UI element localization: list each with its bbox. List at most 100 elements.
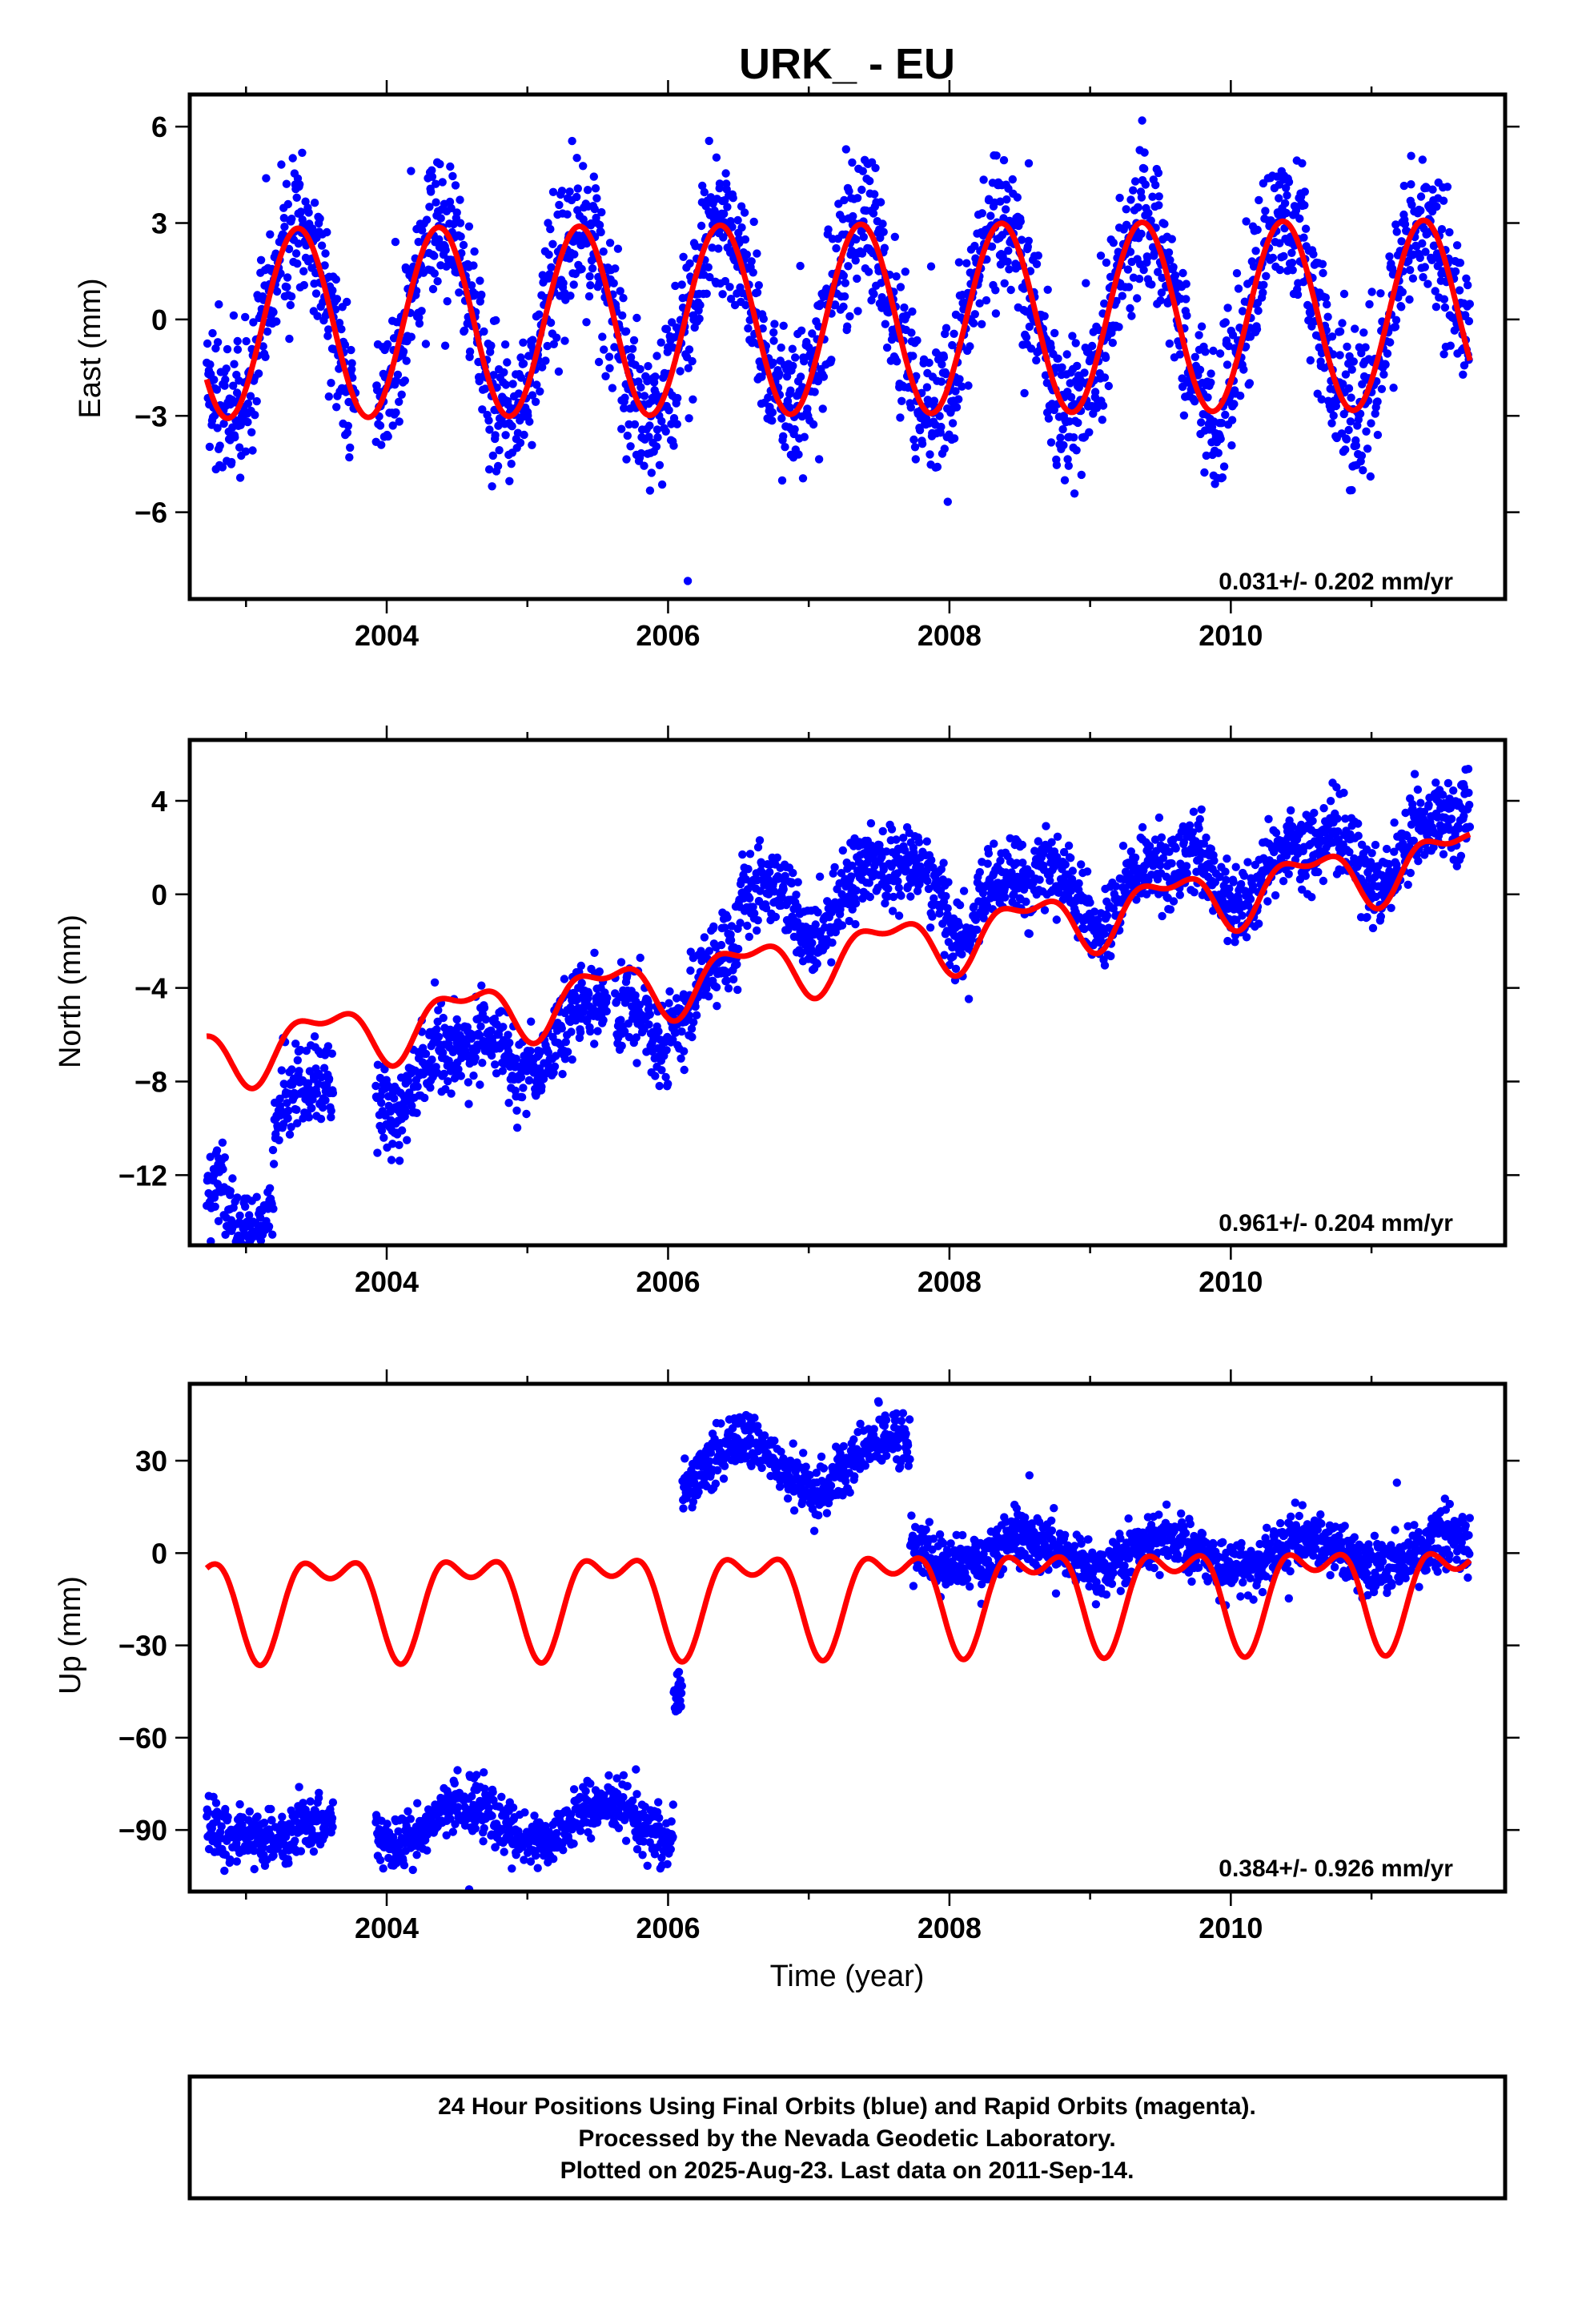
east-data-point bbox=[583, 186, 592, 195]
east-data-point bbox=[814, 455, 824, 464]
north-data-point bbox=[726, 935, 736, 945]
east-data-point bbox=[1351, 324, 1359, 333]
east-data-point bbox=[1249, 262, 1259, 271]
north-data-point bbox=[881, 899, 889, 908]
east-data-point bbox=[233, 345, 243, 354]
east-data-point bbox=[579, 162, 588, 171]
north-data-point bbox=[721, 923, 729, 932]
east-data-point bbox=[1284, 178, 1294, 187]
east-data-point bbox=[1439, 196, 1448, 205]
north-data-point bbox=[1080, 924, 1089, 934]
east-data-point bbox=[1005, 265, 1014, 274]
north-data-point bbox=[428, 1055, 436, 1064]
east-data-point bbox=[1327, 332, 1337, 341]
east-data-point bbox=[1214, 448, 1223, 457]
north-data-point bbox=[295, 1067, 303, 1076]
east-data-point bbox=[1445, 227, 1454, 237]
east-data-point bbox=[644, 362, 652, 371]
east-data-point bbox=[1381, 360, 1390, 369]
north-data-point bbox=[848, 905, 857, 914]
north-data-point bbox=[371, 1081, 380, 1091]
east-data-point bbox=[1058, 363, 1066, 372]
east-data-point bbox=[1158, 273, 1166, 283]
east-data-point bbox=[528, 440, 536, 449]
east-data-point bbox=[467, 281, 476, 290]
north-data-point bbox=[973, 925, 982, 935]
north-data-point bbox=[1239, 871, 1249, 880]
east-data-point bbox=[548, 239, 557, 248]
east-data-point bbox=[906, 403, 916, 412]
east-data-point bbox=[1397, 237, 1406, 246]
east-data-point bbox=[871, 163, 880, 172]
east-data-point bbox=[399, 347, 408, 356]
east-data-point bbox=[1259, 280, 1268, 289]
east-data-point bbox=[747, 257, 756, 266]
north-data-point bbox=[744, 865, 753, 874]
north-data-point bbox=[1152, 846, 1161, 855]
north-data-point bbox=[717, 940, 726, 950]
east-data-point bbox=[320, 261, 329, 270]
east-data-point bbox=[721, 169, 730, 178]
north-data-point bbox=[753, 842, 763, 852]
east-data-point bbox=[1182, 279, 1191, 288]
east-data-point bbox=[893, 357, 901, 366]
east-data-point bbox=[1137, 193, 1146, 202]
east-data-point bbox=[230, 360, 239, 368]
east-data-point bbox=[1056, 433, 1065, 442]
north-data-point bbox=[958, 950, 966, 959]
north-data-point bbox=[537, 1082, 546, 1092]
east-data-point bbox=[1137, 229, 1146, 239]
east-data-point bbox=[508, 422, 516, 431]
east-data-point bbox=[332, 403, 341, 412]
east-data-point bbox=[345, 452, 354, 462]
north-data-point bbox=[373, 1060, 383, 1069]
north-data-point bbox=[576, 961, 585, 971]
east-data-point bbox=[1002, 195, 1011, 204]
east-data-point bbox=[503, 358, 512, 367]
east-data-point bbox=[636, 383, 645, 392]
north-data-point bbox=[412, 1108, 421, 1118]
east-ytick-label: 6 bbox=[151, 111, 167, 143]
east-data-point bbox=[970, 241, 979, 251]
east-data-point bbox=[1074, 418, 1082, 428]
east-data-point bbox=[1455, 286, 1464, 295]
east-data-point bbox=[572, 192, 581, 202]
north-data-point bbox=[1018, 840, 1027, 850]
east-data-point bbox=[950, 329, 958, 338]
east-data-point bbox=[1367, 419, 1375, 428]
east-data-point bbox=[543, 341, 552, 351]
north-data-point bbox=[700, 933, 709, 942]
north-data-point bbox=[496, 1007, 506, 1015]
east-data-point bbox=[445, 197, 455, 207]
east-data-point bbox=[1344, 425, 1353, 435]
east-data-point bbox=[1228, 331, 1238, 340]
east-data-point bbox=[1234, 284, 1243, 293]
east-data-point bbox=[1077, 470, 1086, 480]
east-data-point bbox=[845, 187, 853, 195]
east-data-point bbox=[1046, 343, 1055, 352]
east-data-point bbox=[1073, 361, 1082, 371]
north-data-point bbox=[753, 916, 762, 925]
east-data-point bbox=[488, 482, 496, 491]
east-data-point bbox=[440, 341, 450, 350]
east-data-point bbox=[323, 332, 332, 340]
east-data-point bbox=[969, 319, 978, 328]
east-data-point bbox=[1415, 253, 1424, 263]
east-data-point bbox=[942, 324, 951, 332]
east-data-point bbox=[1013, 193, 1022, 202]
east-data-point bbox=[628, 344, 637, 353]
east-data-point bbox=[1070, 433, 1078, 442]
north-data-point bbox=[949, 952, 958, 961]
east-data-point bbox=[900, 303, 909, 312]
east-data-point bbox=[673, 420, 681, 428]
north-data-point bbox=[499, 1023, 508, 1031]
north-data-point bbox=[1409, 836, 1419, 846]
east-data-point bbox=[896, 413, 905, 422]
north-data-point bbox=[377, 1098, 386, 1108]
north-data-point bbox=[1169, 897, 1178, 906]
east-data-point bbox=[407, 167, 416, 175]
north-data-point bbox=[1354, 819, 1363, 828]
north-data-point bbox=[1271, 891, 1280, 900]
east-data-point bbox=[1092, 404, 1102, 412]
east-data-point bbox=[1207, 378, 1215, 387]
